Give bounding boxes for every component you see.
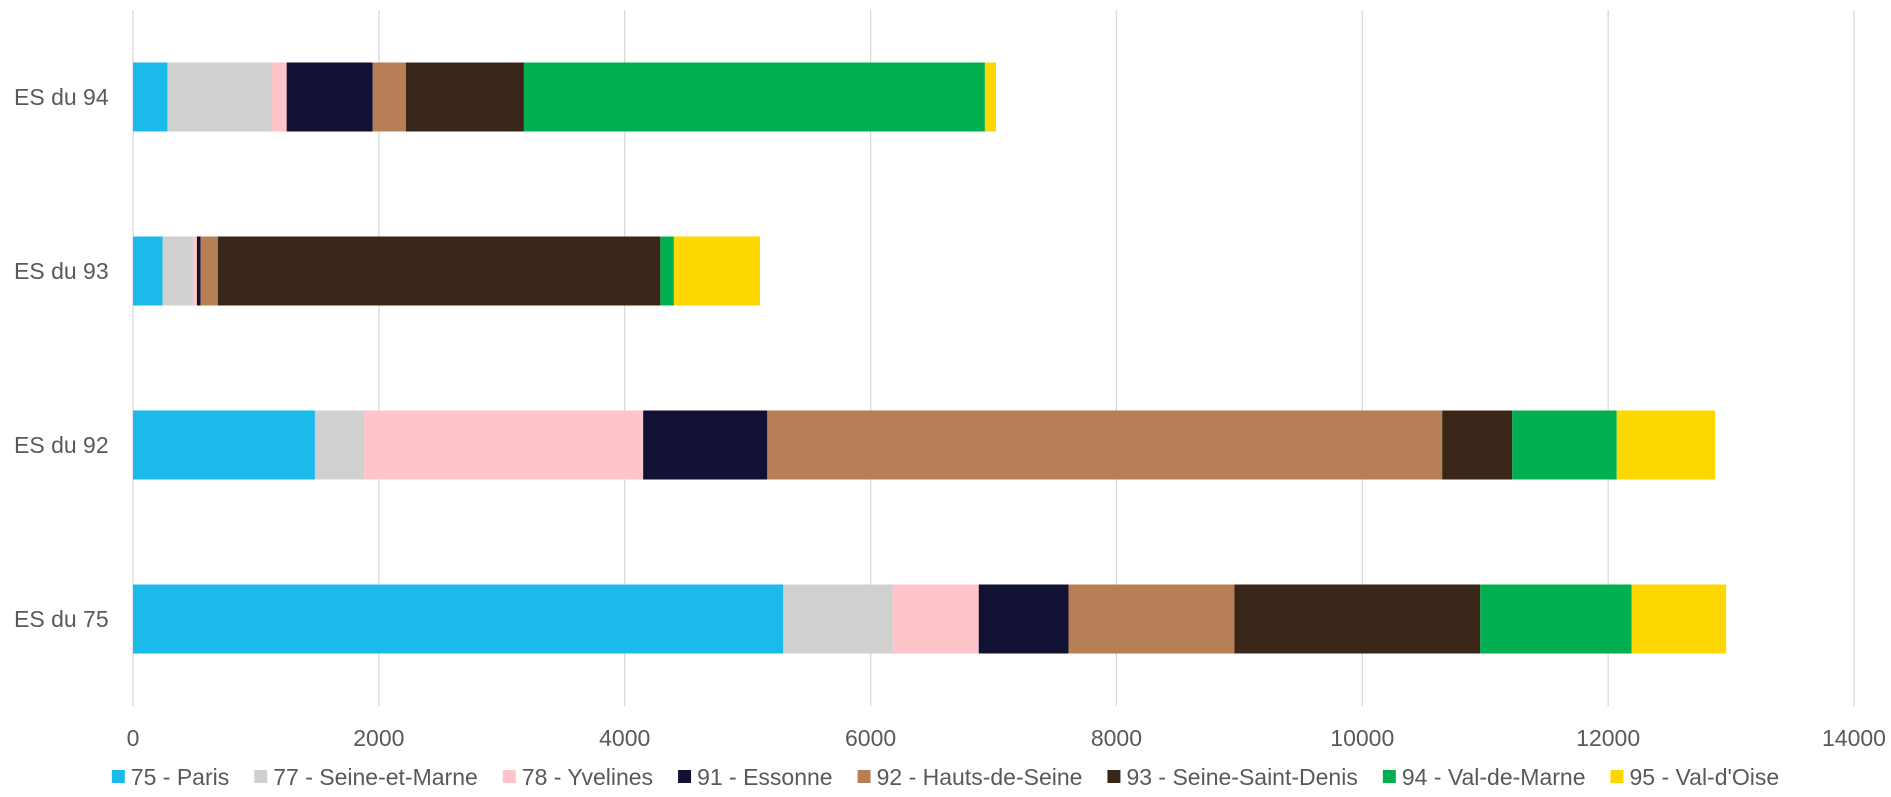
bar-segment (200, 236, 218, 306)
bar-segment (286, 62, 373, 132)
x-tick-label: 8000 (1091, 725, 1142, 751)
y-category-label: ES du 93 (14, 258, 109, 284)
bar-segment (783, 584, 893, 654)
axis-layer: 0 2000 4000 6000 8000 10000 12000 14000 ES du 75… (14, 84, 1886, 751)
bar-segment (523, 62, 985, 132)
bar-segment (364, 410, 644, 480)
x-tick-label: 2000 (353, 725, 404, 751)
legend-swatch (1107, 770, 1121, 783)
y-category-label: ES du 75 (14, 606, 109, 632)
legend-swatch (111, 770, 125, 783)
legend-label: 91 - Essonne (697, 764, 833, 790)
bar-segment (1616, 410, 1716, 480)
bar-segment (162, 236, 194, 306)
bar-segment (133, 62, 168, 132)
legend-label: 93 - Seine-Saint-Denis (1126, 764, 1357, 790)
bar-segment (193, 236, 197, 306)
bar-segment (643, 410, 768, 480)
bar-segment (133, 236, 163, 306)
bar-segment (133, 584, 784, 654)
bar-segment (1068, 584, 1235, 654)
legend: 75 - Paris 77 - Seine-et-Marne 78 - Yvelin… (111, 764, 1780, 790)
bar-segment (1631, 584, 1727, 654)
bar-segment (167, 62, 272, 132)
legend-swatch (1382, 770, 1396, 783)
y-category-label: ES du 92 (14, 432, 109, 458)
x-tick-label: 14000 (1822, 725, 1886, 751)
bar-layer (133, 62, 1727, 654)
legend-swatch (678, 770, 692, 783)
bar-segment (405, 62, 524, 132)
bar-segment (314, 410, 365, 480)
bar-segment (196, 236, 201, 306)
bar-segment (767, 410, 1443, 480)
legend-label: 77 - Seine-et-Marne (273, 764, 478, 790)
y-category-label: ES du 94 (14, 84, 109, 110)
bar-segment (217, 236, 661, 306)
bar-segment (133, 410, 315, 480)
bar-segment (660, 236, 674, 306)
bar-segment (892, 584, 979, 654)
bar-segment (372, 62, 406, 132)
legend-swatch (502, 770, 516, 783)
legend-label: 78 - Yvelines (522, 764, 653, 790)
legend-swatch (857, 770, 871, 783)
x-tick-label: 0 (127, 725, 140, 751)
bar-segment (978, 584, 1069, 654)
x-tick-label: 4000 (599, 725, 650, 751)
bar-segment (1480, 584, 1632, 654)
x-tick-label: 6000 (845, 725, 896, 751)
legend-label: 95 - Val-d'Oise (1630, 764, 1780, 790)
legend-label: 92 - Hauts-de-Seine (877, 764, 1083, 790)
legend-label: 94 - Val-de-Marne (1402, 764, 1586, 790)
bar-segment (673, 236, 760, 306)
bar-segment (271, 62, 287, 132)
x-tick-label: 10000 (1330, 725, 1394, 751)
legend-swatch (1610, 770, 1624, 783)
legend-label: 75 - Paris (131, 764, 229, 790)
bar-segment (1442, 410, 1513, 480)
legend-swatch (254, 770, 268, 783)
bar-segment (984, 62, 996, 132)
bar-segment (1512, 410, 1617, 480)
bar-segment (1234, 584, 1481, 654)
x-tick-label: 12000 (1576, 725, 1640, 751)
